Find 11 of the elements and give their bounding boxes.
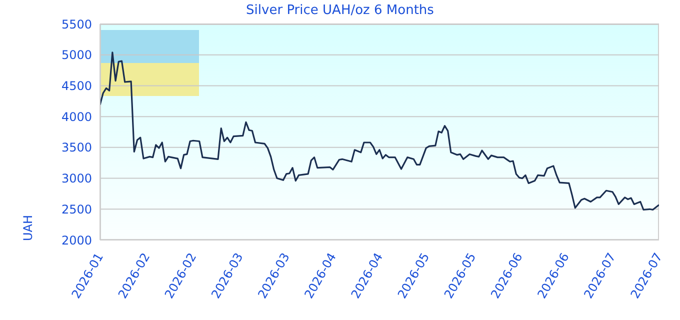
y-tick-label: 2500 xyxy=(61,202,92,216)
y-tick-label: 4000 xyxy=(61,110,92,124)
chart-title: Silver Price UAH/oz 6 Months xyxy=(245,3,435,18)
y-tick-label: 2000 xyxy=(61,233,92,248)
line-series xyxy=(100,52,659,211)
y-tick-label: 4500 xyxy=(61,78,92,93)
y-tick-label: 3000 xyxy=(61,172,92,186)
y-tick-label: 5000 xyxy=(61,48,92,62)
y-axis-title: UAH xyxy=(21,214,35,242)
y-tick-label: 3500 xyxy=(61,140,92,155)
y-tick-label: 5500 xyxy=(61,17,92,32)
